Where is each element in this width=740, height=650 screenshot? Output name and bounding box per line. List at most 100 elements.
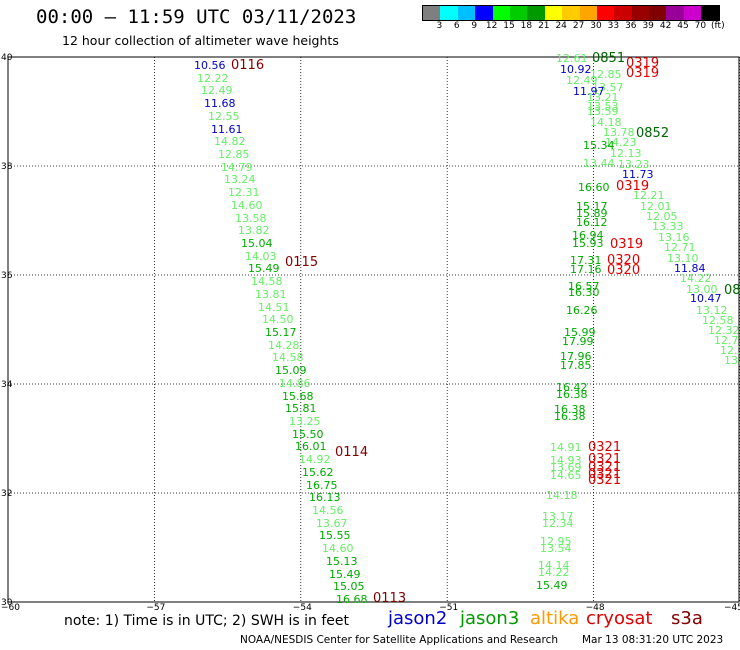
color-scale-label: 36 xyxy=(625,21,637,31)
footnote: note: 1) Time is in UTC; 2) SWH is in fe… xyxy=(64,613,350,629)
map-frame xyxy=(7,56,740,603)
color-scale-swatch xyxy=(579,6,597,20)
wave-height-value: 13.24 xyxy=(224,173,256,186)
wave-height-value: 14.58 xyxy=(251,275,283,288)
wave-height-value: 17.85 xyxy=(560,359,592,372)
pass-id-label: 0320 xyxy=(607,263,641,278)
footer-credit: NOAA/NESDIS Center for Satellite Applica… xyxy=(240,634,558,646)
wave-height-value: 14.91 xyxy=(550,441,582,454)
pass-id-label: 0319 xyxy=(626,56,660,71)
wave-height-value: 17.31 xyxy=(570,254,602,267)
pass-id-label: 0114 xyxy=(335,445,369,460)
wave-height-value: 15.34 xyxy=(583,139,615,152)
wave-height-value: 15.49 xyxy=(329,568,361,581)
wave-height-value: 11.73 xyxy=(622,168,654,181)
wave-height-value: 16.01 xyxy=(295,440,327,453)
wave-height-value: 16.12 xyxy=(576,216,608,229)
color-scale-swatch xyxy=(527,6,545,20)
wave-height-value: 12.31 xyxy=(228,186,260,199)
wave-height-value: 13.78 xyxy=(603,126,635,139)
wave-height-value: 13.12 xyxy=(696,304,728,317)
latitude-tick-label: 30 xyxy=(1,598,13,608)
color-scale-swatch xyxy=(701,6,719,20)
wave-height-value: 14.23 xyxy=(605,136,637,149)
wave-height-value: 13.54 xyxy=(540,542,572,555)
longitude-tick-label: −57 xyxy=(146,603,166,613)
wave-height-value: 13.67 xyxy=(316,517,348,530)
wave-height-value: 15.89 xyxy=(576,207,608,220)
wave-height-value: 16.38 xyxy=(556,388,588,401)
wave-height-value: 11.68 xyxy=(204,97,236,110)
color-scale-label: 12 xyxy=(485,21,498,31)
wave-height-value: 16.60 xyxy=(578,181,610,194)
color-scale-label: 39 xyxy=(642,21,654,31)
color-scale-swatch xyxy=(475,6,493,20)
wave-height-value: 13.53 xyxy=(587,100,619,113)
wave-height-value: 15.55 xyxy=(319,529,351,542)
wave-height-value: 15.93 xyxy=(572,237,604,250)
color-scale-swatch xyxy=(457,6,476,20)
color-scale-label: 24 xyxy=(555,21,567,31)
pass-id-label: 0116 xyxy=(231,58,265,73)
wave-height-value: 12.3 xyxy=(720,344,740,357)
color-scale-swatch xyxy=(683,6,702,20)
wave-height-value: 15.04 xyxy=(241,237,273,250)
wave-height-value: 16.68 xyxy=(336,593,368,606)
wave-height-value: 12.49 xyxy=(566,74,598,87)
wave-height-value: 13.33 xyxy=(652,220,684,233)
wave-height-value: 14.56 xyxy=(312,504,344,517)
color-scale-label: 33 xyxy=(607,21,620,31)
wave-height-value: 14.60 xyxy=(322,542,354,555)
wave-height-value: 12.49 xyxy=(201,84,233,97)
wave-height-value: 15.62 xyxy=(302,466,334,479)
pass-id-label: 0321 xyxy=(588,473,622,488)
color-scale-label: 9 xyxy=(471,21,478,31)
wave-height-value: 13.81 xyxy=(255,288,287,301)
wave-height-value: 14.93 xyxy=(550,454,582,467)
wave-height-value: 13.44 xyxy=(583,157,615,170)
wave-height-value: 12.22 xyxy=(197,72,229,85)
latitude-tick-label: 36 xyxy=(1,271,13,281)
wave-height-value: 12.61 xyxy=(556,52,588,65)
wave-height-value: 15.68 xyxy=(282,390,314,403)
wave-height-value: 15.81 xyxy=(285,402,317,415)
wave-height-value: 12.71 xyxy=(664,241,696,254)
wave-height-value: 15.50 xyxy=(292,428,324,441)
color-scale-label: 18 xyxy=(520,21,533,31)
color-scale-label: 45 xyxy=(677,21,689,31)
longitude-tick-label: −45 xyxy=(724,603,740,613)
pass-id-label: 0321 xyxy=(588,452,622,467)
color-scale-swatch xyxy=(562,6,580,20)
wave-height-value: 14.58 xyxy=(272,351,304,364)
latitude-tick-label: 40 xyxy=(1,53,13,63)
color-scale-swatch xyxy=(596,6,615,20)
wave-height-value: 12.34 xyxy=(542,517,574,530)
wave-height-value: 14.92 xyxy=(299,453,331,466)
wave-height-value: 13.16 xyxy=(658,231,690,244)
wave-height-value: 16.42 xyxy=(556,381,588,394)
pass-id-label: 0851 xyxy=(592,51,626,66)
wave-height-value: 12.55 xyxy=(208,110,240,123)
color-scale-label: 3 xyxy=(436,21,443,31)
wave-height-value: 14.22 xyxy=(538,566,570,579)
wave-height-value: 16.13 xyxy=(309,491,341,504)
wave-height-value: 14.65 xyxy=(550,469,582,482)
wave-height-value: 15.13 xyxy=(326,555,358,568)
wave-height-value: 11.97 xyxy=(573,85,605,98)
wave-height-value: 15.17 xyxy=(576,200,608,213)
pass-id-label: 0115 xyxy=(285,255,319,270)
pass-id-label: 0319 xyxy=(616,179,650,194)
longitude-tick-label: −51 xyxy=(439,603,459,613)
wave-height-value: 16.26 xyxy=(566,304,598,317)
latitude-tick-label: 34 xyxy=(1,380,13,390)
color-scale-label: 27 xyxy=(572,21,585,31)
wave-height-value: 14.22 xyxy=(680,272,712,285)
wave-height-value: 11.61 xyxy=(211,123,243,136)
wave-height-value: 15.49 xyxy=(248,262,280,275)
wave-height-value: 15.99 xyxy=(564,326,596,339)
legend-entry-s3a: s3a xyxy=(671,608,703,629)
wave-height-value: 13.23 xyxy=(618,158,650,171)
wave-height-value: 13.21 xyxy=(587,91,619,104)
legend-entry-jason2: jason2 xyxy=(388,608,448,629)
